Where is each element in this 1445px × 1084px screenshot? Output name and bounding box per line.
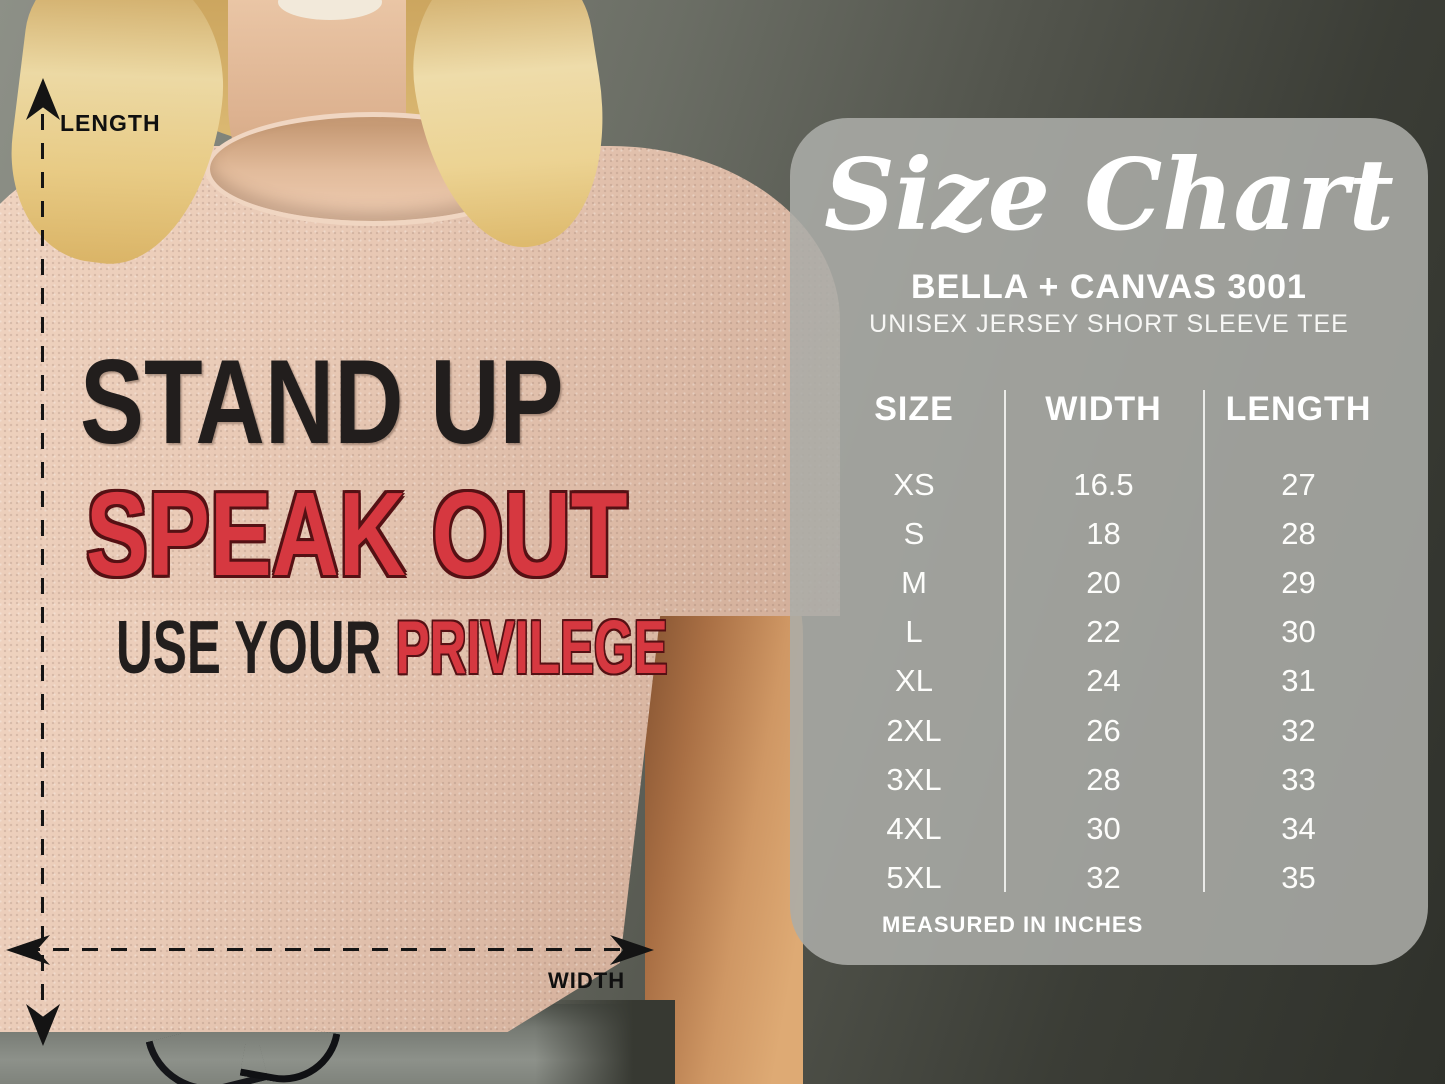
size-table-rows: XS 16.5 27 S 18 28 M 20 29 L 22 30 XL 24 31 2XL 26 32 3XL 2…: [824, 460, 1394, 903]
shirt-print-line3: USE YOUR PRIVILEGE: [116, 610, 668, 685]
table-row: S 18 28: [824, 509, 1394, 558]
table-cell: 35: [1281, 860, 1316, 896]
panel-subtitle: UNISEX JERSEY SHORT SLEEVE TEE: [869, 310, 1349, 338]
length-label: LENGTH: [60, 110, 161, 136]
table-cell: 34: [1281, 810, 1316, 846]
table-cell: 5XL: [886, 860, 942, 896]
column-header-width: WIDTH: [1045, 389, 1162, 428]
column-header-size: SIZE: [874, 389, 954, 428]
table-cell: 33: [1281, 761, 1316, 797]
column-divider: [1004, 390, 1006, 892]
table-cell: 20: [1086, 564, 1121, 600]
size-chart-panel: Size Chart BELLA + CANVAS 3001 UNISEX JE…: [790, 118, 1428, 965]
table-cell: 30: [1086, 810, 1121, 846]
width-label: WIDTH: [548, 968, 626, 993]
width-dashed-line: [24, 948, 620, 951]
table-row: M 20 29: [824, 558, 1394, 607]
table-cell: 28: [1281, 515, 1316, 551]
table-cell: 26: [1086, 712, 1121, 748]
tshirt-lower: [0, 600, 662, 1032]
shirt-print-line1: STAND UP: [80, 335, 564, 469]
model-arm: [645, 545, 803, 1084]
table-cell: 2XL: [886, 712, 942, 748]
size-table: SIZE WIDTH LENGTH XS 16.5 27 S 18 28 M 20 29 L 22 3…: [824, 386, 1394, 901]
measurement-units-note: MEASURED IN INCHES: [882, 912, 1144, 937]
table-cell: 29: [1281, 564, 1316, 600]
table-cell: 3XL: [886, 761, 942, 797]
length-dashed-line: [41, 114, 44, 1002]
panel-brand: BELLA + CANVAS 3001: [911, 268, 1307, 306]
size-table-header: SIZE WIDTH LENGTH: [824, 386, 1394, 432]
table-cell: 16.5: [1073, 466, 1134, 502]
table-cell: S: [903, 515, 925, 551]
table-cell: 32: [1281, 712, 1316, 748]
table-row: 2XL 26 32: [824, 706, 1394, 755]
table-cell: 30: [1281, 614, 1316, 650]
table-cell: XS: [893, 466, 935, 502]
table-cell: L: [905, 614, 923, 650]
table-cell: M: [901, 564, 927, 600]
table-row: 3XL 28 33: [824, 755, 1394, 804]
table-row: 5XL 32 35: [824, 854, 1394, 903]
table-cell: 24: [1086, 663, 1121, 699]
table-cell: 28: [1086, 761, 1121, 797]
table-cell: 31: [1281, 663, 1316, 699]
column-divider: [1203, 390, 1205, 892]
jeans-shadow: [535, 1000, 675, 1084]
table-cell: 18: [1086, 515, 1121, 551]
table-cell: 4XL: [886, 810, 942, 846]
shirt-print-line2: SPEAK OUT: [86, 468, 628, 601]
table-row: XS 16.5 27: [824, 460, 1394, 509]
column-header-length: LENGTH: [1225, 389, 1372, 428]
model-chin: [278, 0, 382, 20]
table-row: XL 24 31: [824, 657, 1394, 706]
table-row: 4XL 30 34: [824, 804, 1394, 853]
shirt-print-line3-red: PRIVILEGE: [395, 605, 668, 689]
table-cell: 22: [1086, 614, 1121, 650]
shirt-print-line3-black: USE YOUR: [116, 605, 396, 689]
table-cell: 27: [1281, 466, 1316, 502]
table-row: L 22 30: [824, 608, 1394, 657]
table-cell: 32: [1086, 860, 1121, 896]
panel-title: Size Chart: [824, 138, 1394, 253]
table-cell: XL: [895, 663, 933, 699]
